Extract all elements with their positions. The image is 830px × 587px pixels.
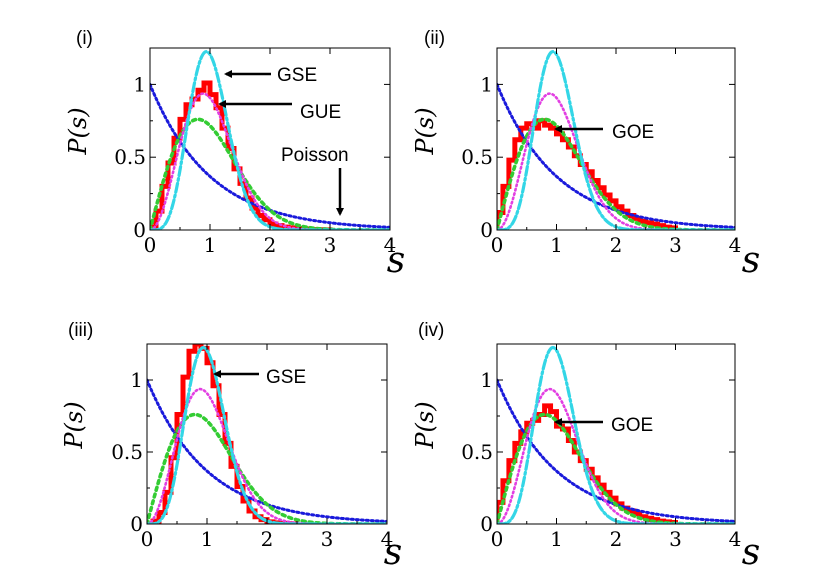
x-tick-label: 0	[141, 527, 154, 551]
y-tick-label: 1	[480, 368, 493, 392]
curve-gse	[150, 49, 390, 230]
x-tick-label: 1	[204, 233, 217, 257]
y-tick-label: 0	[130, 512, 143, 536]
panel-1: 0 1 2 3 4 0 0.5 1 (i) P(s) s GSE GUE Poisson	[64, 28, 405, 281]
x-tick-label: 1	[550, 233, 563, 257]
annotation-goe: GOE	[612, 122, 654, 143]
x-tick-label: 0	[144, 233, 157, 257]
annotation-goe: GOE	[611, 415, 653, 436]
x-axis-label: s	[384, 532, 402, 573]
y-tick-label: 0.5	[461, 440, 493, 464]
x-tick-label: 2	[610, 527, 623, 551]
y-tick-label: 0	[133, 218, 146, 242]
panel-2: 0 1 2 3 4 0 0.5 1 (ii) P(s) s GOE	[411, 28, 760, 281]
panel-label: (iii)	[68, 320, 93, 341]
x-tick-label: 0	[491, 233, 504, 257]
y-tick-label: 1	[480, 72, 493, 96]
y-tick-label: 1	[130, 368, 143, 392]
panel-label: (ii)	[424, 28, 445, 49]
panel-label: (i)	[76, 28, 93, 49]
x-tick-label: 0	[491, 527, 504, 551]
x-tick-label: 4	[729, 233, 742, 257]
x-tick-label: 2	[261, 527, 274, 551]
panel-3: 0 1 2 3 4 0 0.5 1 (iii) P(s) s GSE	[60, 320, 402, 573]
x-tick-label: 1	[550, 527, 563, 551]
x-tick-label: 4	[729, 527, 742, 551]
x-tick-label: 1	[201, 527, 214, 551]
y-axis-label: P(s)	[64, 107, 92, 155]
plot-area	[150, 49, 390, 230]
y-axis-label: P(s)	[411, 401, 439, 449]
y-tick-label: 0.5	[114, 145, 146, 169]
x-axis-label: s	[742, 532, 760, 573]
x-tick-label: 4	[384, 233, 397, 257]
x-axis-label: s	[387, 240, 405, 281]
x-tick-label: 3	[669, 527, 682, 551]
x-axis-label: s	[742, 240, 760, 281]
x-tick-label: 3	[321, 527, 334, 551]
x-tick-label: 4	[381, 527, 394, 551]
x-tick-label: 3	[669, 233, 682, 257]
panel-label: (iv)	[418, 320, 444, 341]
x-tick-label: 3	[324, 233, 337, 257]
y-axis-label: P(s)	[411, 107, 439, 155]
y-axis-label: P(s)	[60, 401, 88, 449]
y-tick-label: 1	[133, 72, 146, 96]
x-tick-label: 2	[610, 233, 623, 257]
y-tick-label: 0	[480, 512, 493, 536]
y-tick-label: 0.5	[461, 145, 493, 169]
annotation-poisson: Poisson	[281, 145, 349, 166]
x-tick-label: 2	[264, 233, 277, 257]
y-tick-label: 0.5	[111, 440, 143, 464]
annotation-gse: GSE	[266, 367, 306, 388]
y-tick-label: 0	[480, 218, 493, 242]
curve-goe	[150, 117, 390, 230]
annotation-gse: GSE	[277, 65, 317, 86]
annotation-gue: GUE	[300, 102, 341, 123]
panel-4: 0 1 2 3 4 0 0.5 1 (iv) P(s) s GOE	[411, 320, 760, 573]
